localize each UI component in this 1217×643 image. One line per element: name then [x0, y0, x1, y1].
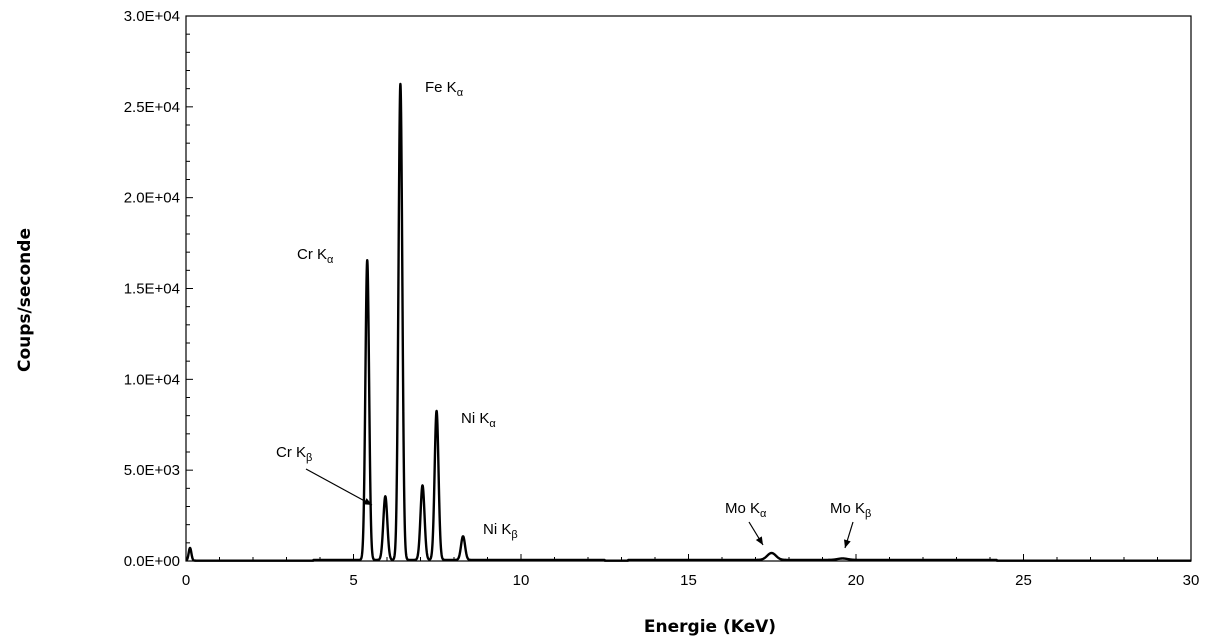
peak-label: Mo Kβ — [830, 500, 871, 520]
peak-annotation: Cr Kα — [297, 246, 334, 266]
plot-frame — [186, 16, 1191, 561]
peak-annotation: Ni Kα — [461, 410, 496, 430]
annotation-arrowhead — [844, 539, 851, 548]
y-tick-label: 1.0E+04 — [124, 371, 180, 388]
y-tick-label: 2.5E+04 — [124, 99, 180, 116]
x-tick-label: 5 — [349, 572, 357, 589]
y-tick-label: 1.5E+04 — [124, 281, 180, 298]
peak-annotation: Mo Kβ — [830, 500, 871, 548]
x-tick-label: 25 — [1015, 572, 1032, 589]
x-tick-label: 20 — [848, 572, 865, 589]
y-tick-label: 3.0E+04 — [124, 8, 180, 25]
y-axis-title: Coups/seconde — [15, 228, 35, 372]
x-tick-label: 30 — [1183, 572, 1200, 589]
peak-label-main: Ni K — [461, 410, 489, 427]
peak-label: Mo Kα — [725, 500, 767, 520]
peak-label: Fe Kα — [425, 79, 464, 99]
peak-label: Cr Kα — [297, 246, 334, 266]
peak-label-subscript: α — [327, 254, 334, 266]
peak-label-subscript: α — [489, 418, 496, 430]
peak-label-main: Cr K — [276, 444, 306, 461]
peak-label-main: Cr K — [297, 246, 327, 263]
annotation-arrowhead — [756, 536, 763, 545]
peak-annotation: Mo Kα — [725, 500, 767, 545]
peak-label-subscript: β — [865, 508, 871, 520]
y-tick-label: 5.0E+03 — [124, 462, 180, 479]
peak-label-main: Mo K — [830, 500, 865, 517]
x-tick-label: 10 — [513, 572, 530, 589]
y-tick-label: 0.0E+00 — [124, 553, 180, 570]
peak-label-subscript: β — [511, 529, 517, 541]
peak-label-subscript: α — [457, 87, 464, 99]
peak-label-main: Ni K — [483, 521, 511, 538]
peak-label: Ni Kβ — [483, 521, 518, 541]
peak-label: Ni Kα — [461, 410, 496, 430]
y-tick-label: 2.0E+04 — [124, 190, 180, 207]
peak-label-main: Fe K — [425, 79, 457, 96]
x-axis-title: Energie (KeV) — [644, 617, 776, 637]
annotation-arrow-line — [306, 469, 372, 505]
peak-annotation: Ni Kβ — [483, 521, 518, 541]
peak-annotation: Cr Kβ — [276, 444, 372, 505]
axes: 0.0E+00 5.0E+03 1.0E+04 1.5E+04 2.0E+04 2.5E+… — [124, 8, 1200, 589]
x-tick-label: 15 — [680, 572, 697, 589]
peak-label-main: Mo K — [725, 500, 760, 517]
peak-label: Cr Kβ — [276, 444, 312, 464]
peak-annotation: Fe Kα — [425, 79, 464, 99]
spectrum-line — [186, 84, 1191, 561]
x-tick-label: 0 — [182, 572, 190, 589]
peak-label-subscript: β — [306, 452, 312, 464]
series-layer — [186, 84, 1191, 561]
peak-label-subscript: α — [760, 508, 767, 520]
